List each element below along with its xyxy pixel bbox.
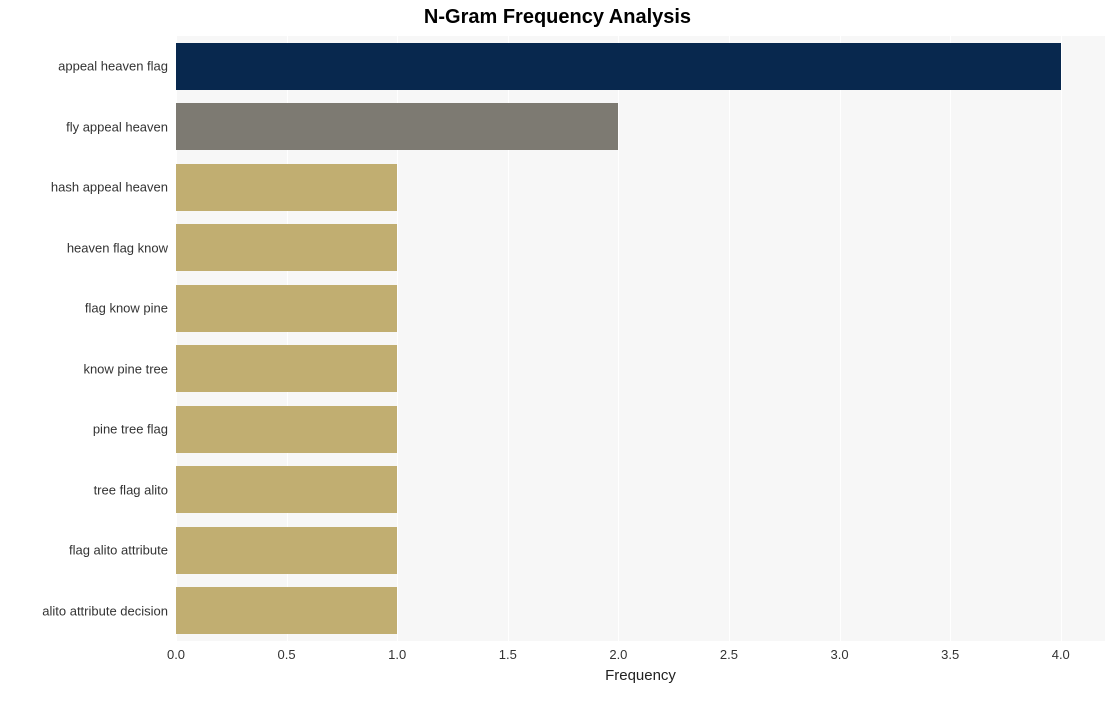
y-tick-label: heaven flag know	[67, 240, 176, 255]
bar-row	[176, 43, 1105, 90]
bar	[176, 406, 397, 453]
y-tick-label: tree flag alito	[94, 482, 176, 497]
y-tick-label: pine tree flag	[93, 422, 176, 437]
x-tick-label: 0.0	[167, 647, 185, 662]
x-tick-label: 4.0	[1052, 647, 1070, 662]
bar	[176, 285, 397, 332]
bar	[176, 103, 618, 150]
x-tick-label: 0.5	[278, 647, 296, 662]
bar-row	[176, 587, 1105, 634]
x-tick-label: 2.5	[720, 647, 738, 662]
bar-row	[176, 406, 1105, 453]
y-tick-label: hash appeal heaven	[51, 180, 176, 195]
bar	[176, 466, 397, 513]
x-tick-label: 1.0	[388, 647, 406, 662]
x-tick-label: 3.5	[941, 647, 959, 662]
chart-container: N-Gram Frequency Analysis 0.00.51.01.52.…	[0, 0, 1115, 701]
bar-row	[176, 224, 1105, 271]
bar	[176, 224, 397, 271]
chart-title: N-Gram Frequency Analysis	[0, 6, 1115, 29]
plot-area: 0.00.51.01.52.02.53.03.54.0appeal heaven…	[176, 36, 1105, 641]
y-tick-label: alito attribute decision	[42, 603, 176, 618]
bar	[176, 164, 397, 211]
x-axis-label: Frequency	[176, 667, 1105, 684]
x-tick-label: 2.0	[609, 647, 627, 662]
bar-row	[176, 345, 1105, 392]
bar-row	[176, 527, 1105, 574]
bar-row	[176, 466, 1105, 513]
y-tick-label: flag know pine	[85, 301, 176, 316]
y-tick-label: fly appeal heaven	[66, 119, 176, 134]
bar-row	[176, 285, 1105, 332]
bar	[176, 43, 1061, 90]
bar	[176, 345, 397, 392]
y-tick-label: appeal heaven flag	[58, 59, 176, 74]
x-tick-label: 3.0	[831, 647, 849, 662]
y-tick-label: flag alito attribute	[69, 543, 176, 558]
bar-row	[176, 103, 1105, 150]
bar	[176, 527, 397, 574]
bar	[176, 587, 397, 634]
x-tick-label: 1.5	[499, 647, 517, 662]
bar-row	[176, 164, 1105, 211]
y-tick-label: know pine tree	[83, 361, 176, 376]
